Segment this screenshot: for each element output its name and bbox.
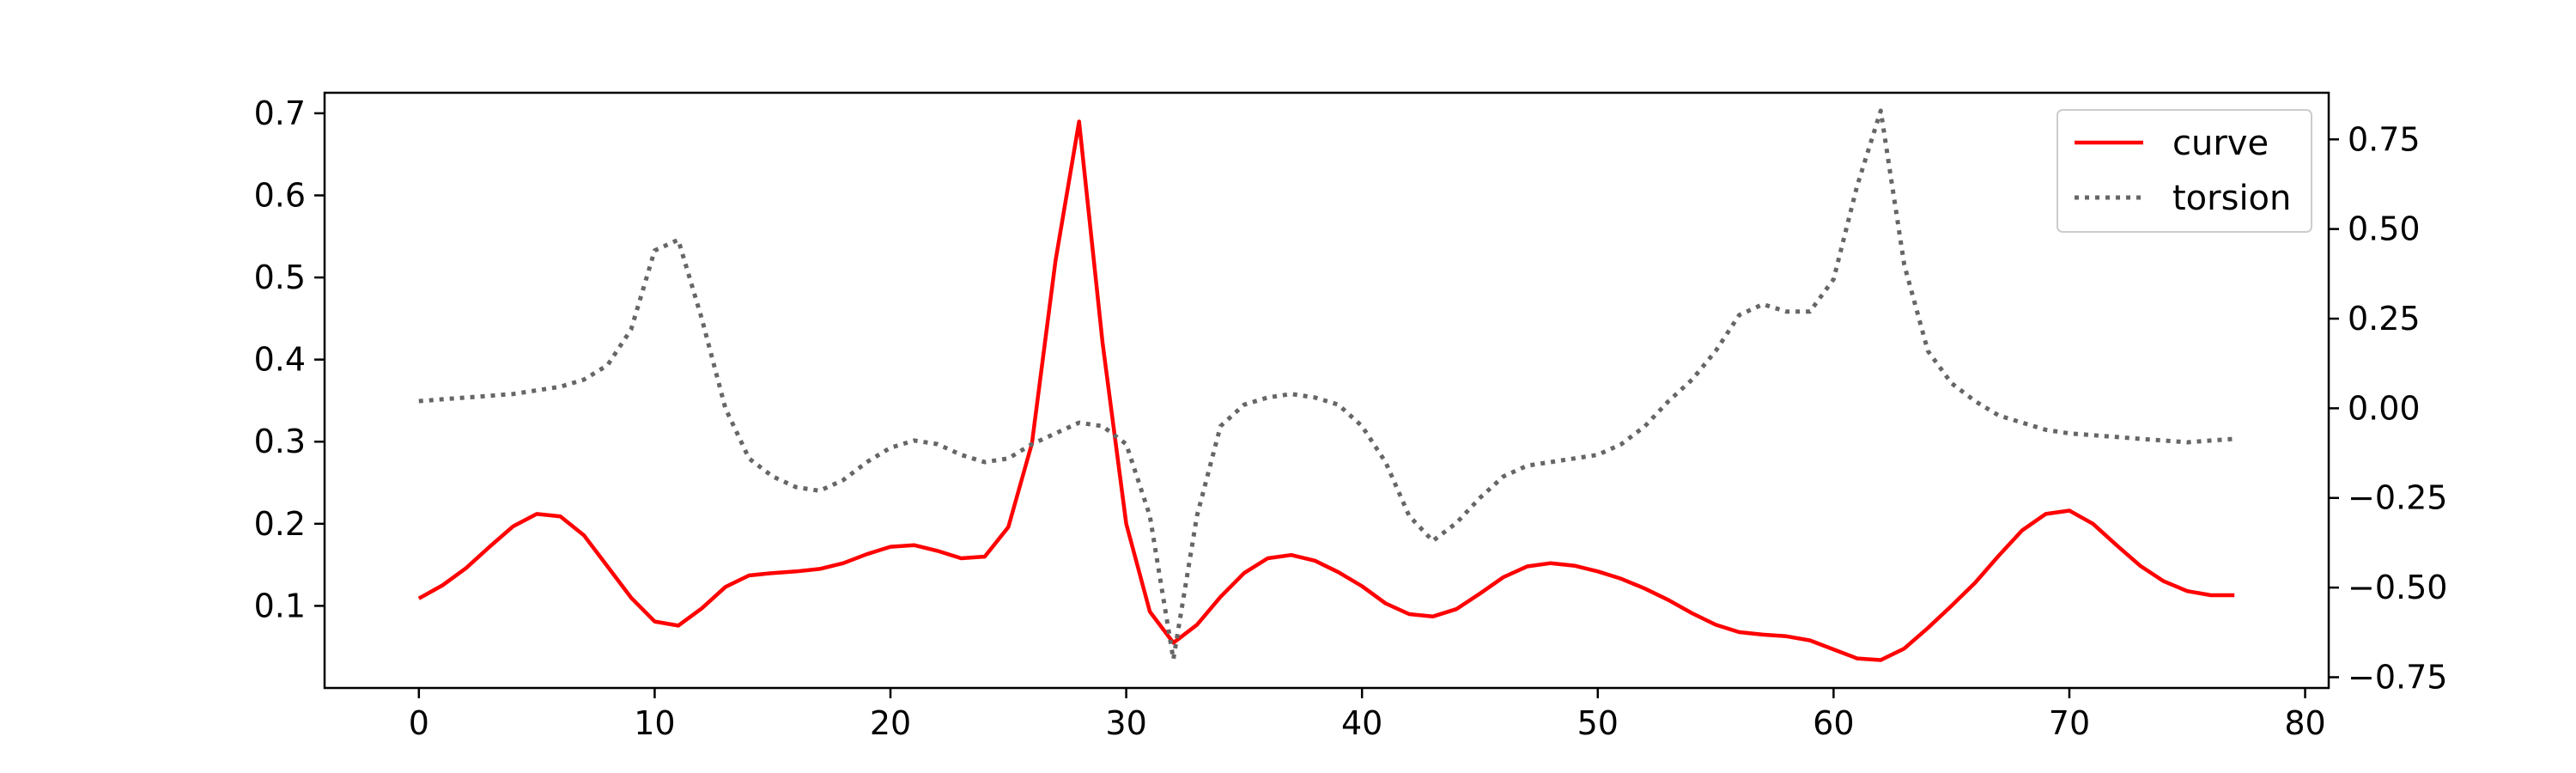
x-tick-label: 80: [2284, 704, 2325, 742]
legend-box: [2057, 109, 2312, 233]
x-tick-label: 40: [1341, 704, 1382, 742]
x-tick-label: 10: [634, 704, 675, 742]
x-tick-label: 70: [2049, 704, 2090, 742]
y-left-tick-label: 0.7: [254, 94, 306, 132]
series-line-torsion: [418, 108, 2235, 662]
series-layer: [417, 108, 2235, 662]
y-left-tick-label: 0.5: [254, 259, 306, 296]
x-tick-label: 20: [870, 704, 911, 742]
x-axis: 0 10 20 30 40 50 60 70 80: [409, 688, 2326, 742]
x-tick-label: 50: [1577, 704, 1619, 742]
y-right-tick-label: 0.25: [2348, 300, 2421, 338]
y-right-tick-label: 0.50: [2348, 210, 2421, 248]
series-line-curve: [417, 119, 2235, 662]
y-axis-right: −0.75 −0.50 −0.25 0.00 0.25 0.50 0.75: [2329, 120, 2447, 696]
y-left-tick-label: 0.3: [254, 423, 306, 460]
legend-label-curve: curve: [2172, 124, 2269, 163]
y-right-tick-label: 0.75: [2348, 120, 2421, 158]
x-tick-label: 0: [409, 704, 429, 742]
legend: curve torsion: [2057, 109, 2312, 233]
y-right-tick-label: 0.00: [2348, 389, 2421, 427]
y-axis-left: 0.1 0.2 0.3 0.4 0.5 0.6 0.7: [254, 94, 325, 624]
plot-background: [325, 93, 2329, 688]
y-left-tick-label: 0.6: [254, 176, 306, 214]
y-right-tick-label: −0.75: [2348, 658, 2447, 696]
y-right-tick-label: −0.50: [2348, 569, 2447, 606]
legend-label-torsion: torsion: [2172, 179, 2291, 218]
x-tick-label: 60: [1813, 704, 1854, 742]
y-left-tick-label: 0.1: [254, 587, 306, 624]
plot-frame: [323, 91, 2330, 690]
y-right-tick-label: −0.25: [2348, 479, 2447, 517]
y-left-tick-label: 0.2: [254, 505, 306, 543]
y-left-tick-label: 0.4: [254, 341, 306, 379]
x-tick-label: 30: [1105, 704, 1146, 742]
